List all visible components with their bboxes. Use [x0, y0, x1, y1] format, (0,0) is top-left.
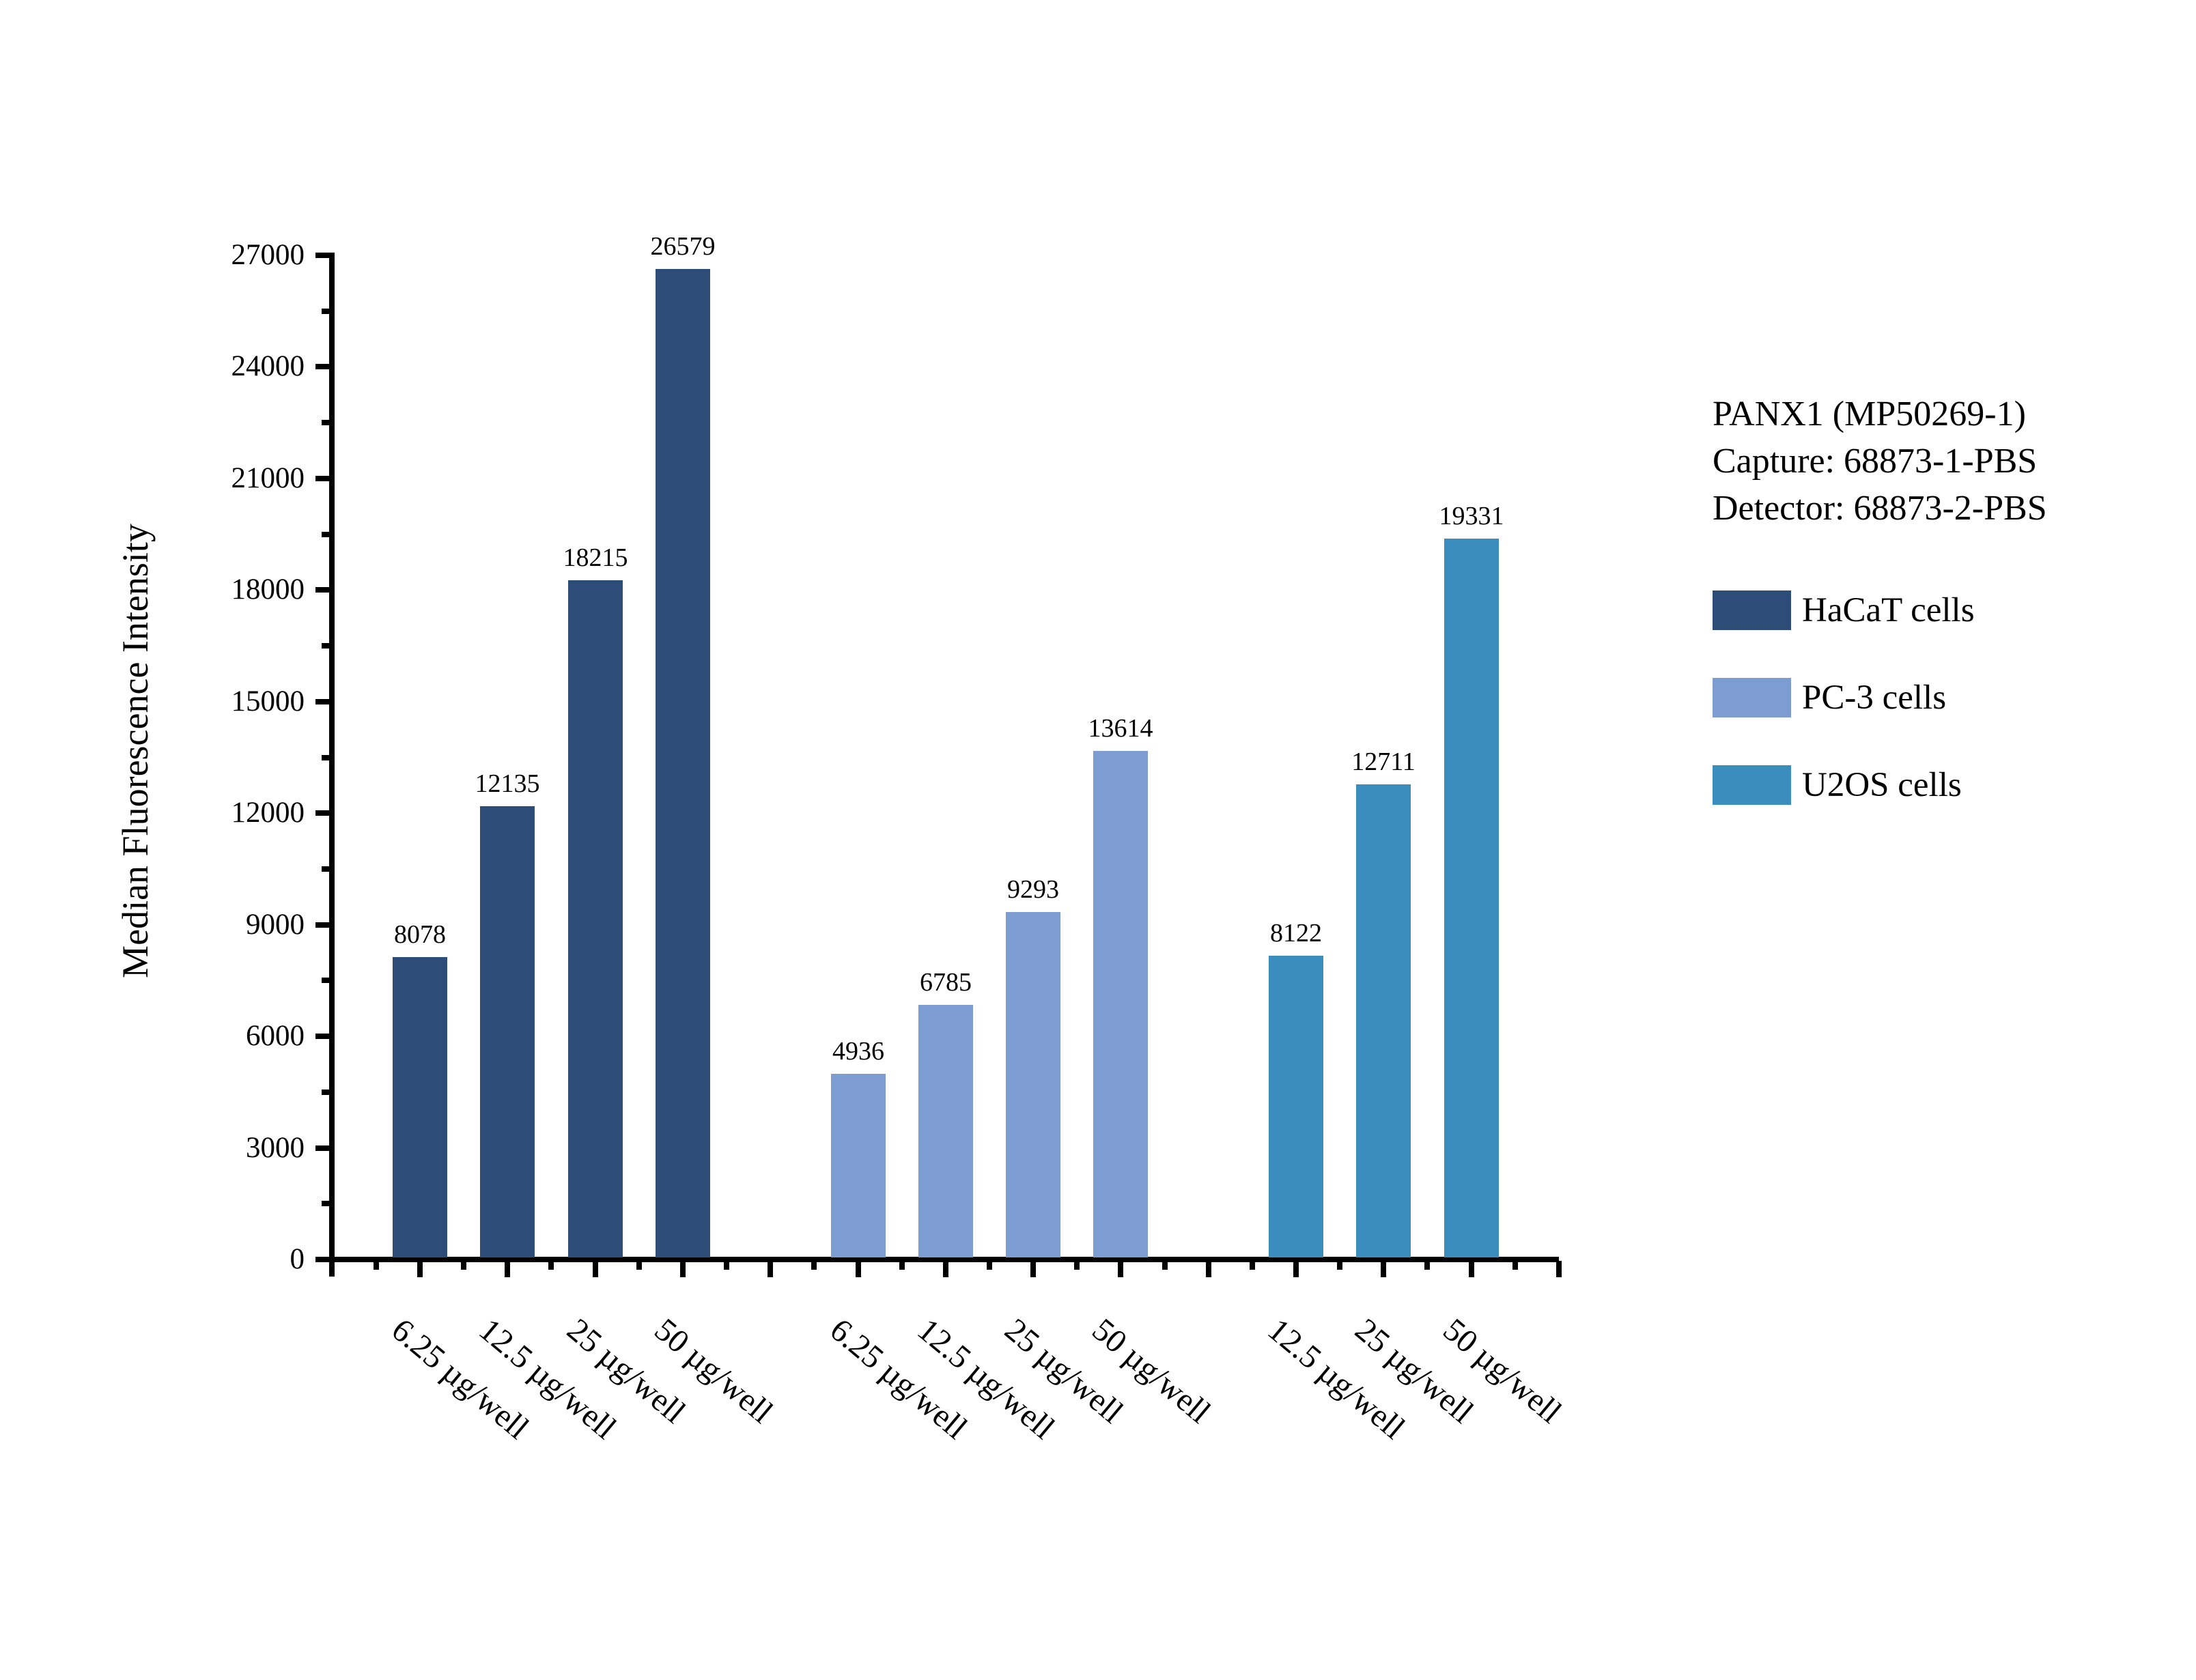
bar-value-label: 13614 [1088, 714, 1153, 743]
y-axis-minor-tick [322, 420, 329, 425]
legend-item-label: PC-3 cells [1802, 679, 1947, 717]
legend-swatch [1713, 590, 1791, 630]
x-axis-minor-tick [1250, 1261, 1255, 1270]
y-axis-major-tick [315, 699, 329, 704]
x-axis-minor-tick [724, 1261, 729, 1270]
legend-item: U2OS cells [1713, 765, 1975, 805]
bar-value-label: 6785 [920, 968, 972, 997]
annotation-line-detector: Detector: 68873-2-PBS [1713, 489, 2047, 528]
bar-value-label: 19331 [1439, 502, 1504, 530]
y-axis-title: Median Fluorescence Intensity [115, 524, 156, 978]
x-axis-major-tick [417, 1261, 423, 1277]
annotation-block: PANX1 (MP50269-1) Capture: 68873-1-PBS D… [1713, 390, 2047, 532]
legend: HaCaT cells PC-3 cells U2OS cells [1713, 590, 1975, 805]
y-axis-tick-label: 15000 [231, 685, 305, 717]
bar-hacat-6.25 [393, 957, 447, 1257]
y-axis-minor-tick [322, 1090, 329, 1095]
y-axis-tick-label: 9000 [246, 909, 305, 941]
x-axis-minor-tick [374, 1261, 379, 1270]
y-axis-tick-label: 0 [290, 1243, 305, 1275]
annotation-line-title: PANX1 (MP50269-1) [1713, 395, 2026, 433]
bar-value-label: 26579 [650, 232, 716, 261]
x-axis-major-tick [1556, 1261, 1562, 1277]
y-axis-minor-tick [322, 1201, 329, 1206]
x-axis-major-tick [593, 1261, 598, 1277]
y-axis-tick-label: 18000 [231, 573, 305, 606]
y-axis-major-tick [315, 476, 329, 481]
y-axis-tick-label: 27000 [231, 239, 305, 271]
x-axis-major-tick [1469, 1261, 1474, 1277]
y-axis-major-tick [315, 1257, 329, 1262]
x-axis-line [315, 1257, 1559, 1262]
y-axis-minor-tick [322, 978, 329, 983]
x-axis-major-tick [1381, 1261, 1386, 1277]
x-axis-major-tick [943, 1261, 948, 1277]
x-axis-major-tick [856, 1261, 861, 1277]
legend-item-label: HaCaT cells [1802, 591, 1975, 629]
legend-item-label: U2OS cells [1802, 766, 1962, 804]
bar-pc-3-12.5 [918, 1005, 973, 1257]
x-axis-major-tick [1030, 1261, 1036, 1277]
y-axis-minor-tick [322, 866, 329, 872]
y-axis-major-tick [315, 922, 329, 928]
bar-value-label: 12135 [475, 769, 540, 798]
bar-pc-3-6.25 [831, 1074, 886, 1257]
y-axis-major-tick [315, 1034, 329, 1039]
y-axis-minor-tick [322, 755, 329, 760]
y-axis-line [329, 253, 335, 1277]
bar-hacat-12.5 [480, 806, 535, 1257]
x-axis-minor-tick [1512, 1261, 1518, 1270]
x-axis-major-tick [1293, 1261, 1299, 1277]
annotation-line-capture: Capture: 68873-1-PBS [1713, 442, 2038, 481]
y-axis-minor-tick [322, 643, 329, 649]
bar-value-label: 8122 [1270, 919, 1322, 948]
bar-pc-3-25 [1006, 912, 1060, 1257]
x-axis-minor-tick [811, 1261, 817, 1270]
y-axis-major-tick [315, 253, 329, 258]
x-axis-minor-tick [461, 1261, 466, 1270]
x-axis-minor-tick [987, 1261, 992, 1270]
bar-value-label: 9293 [1007, 875, 1059, 904]
x-axis-minor-tick [1424, 1261, 1430, 1270]
x-axis-minor-tick [1162, 1261, 1168, 1270]
x-axis-minor-tick [899, 1261, 905, 1270]
x-axis-minor-tick [636, 1261, 642, 1270]
bar-u2os-12.5 [1269, 956, 1323, 1257]
x-axis-minor-tick [1337, 1261, 1342, 1270]
bar-pc-3-50 [1093, 751, 1148, 1257]
x-axis-major-tick [768, 1261, 773, 1277]
legend-swatch [1713, 765, 1791, 805]
bar-hacat-50 [656, 269, 710, 1257]
y-axis-minor-tick [322, 532, 329, 537]
legend-item: HaCaT cells [1713, 590, 1975, 630]
legend-swatch [1713, 678, 1791, 717]
y-axis-tick-label: 6000 [246, 1020, 305, 1052]
x-axis-minor-tick [1074, 1261, 1080, 1270]
y-axis-major-tick [315, 1145, 329, 1151]
y-axis-tick-label: 24000 [231, 350, 305, 382]
bar-value-label: 8078 [394, 920, 446, 949]
bar-value-label: 12711 [1351, 748, 1416, 776]
y-axis-tick-label: 12000 [231, 797, 305, 829]
bar-u2os-50 [1444, 539, 1499, 1257]
y-axis-major-tick [315, 587, 329, 593]
legend-item: PC-3 cells [1713, 678, 1975, 717]
y-axis-tick-label: 3000 [246, 1132, 305, 1164]
y-axis-major-tick [315, 810, 329, 816]
bar-value-label: 4936 [832, 1037, 884, 1066]
bar-value-label: 18215 [563, 543, 628, 572]
y-axis-tick-label: 21000 [231, 462, 305, 494]
x-axis-major-tick [1206, 1261, 1211, 1277]
bar-hacat-25 [568, 580, 623, 1257]
x-axis-major-tick [1118, 1261, 1123, 1277]
bar-u2os-25 [1356, 784, 1411, 1257]
x-axis-major-tick [680, 1261, 686, 1277]
x-axis-minor-tick [548, 1261, 554, 1270]
y-axis-major-tick [315, 364, 329, 369]
y-axis-minor-tick [322, 309, 329, 314]
x-axis-major-tick [505, 1261, 510, 1277]
